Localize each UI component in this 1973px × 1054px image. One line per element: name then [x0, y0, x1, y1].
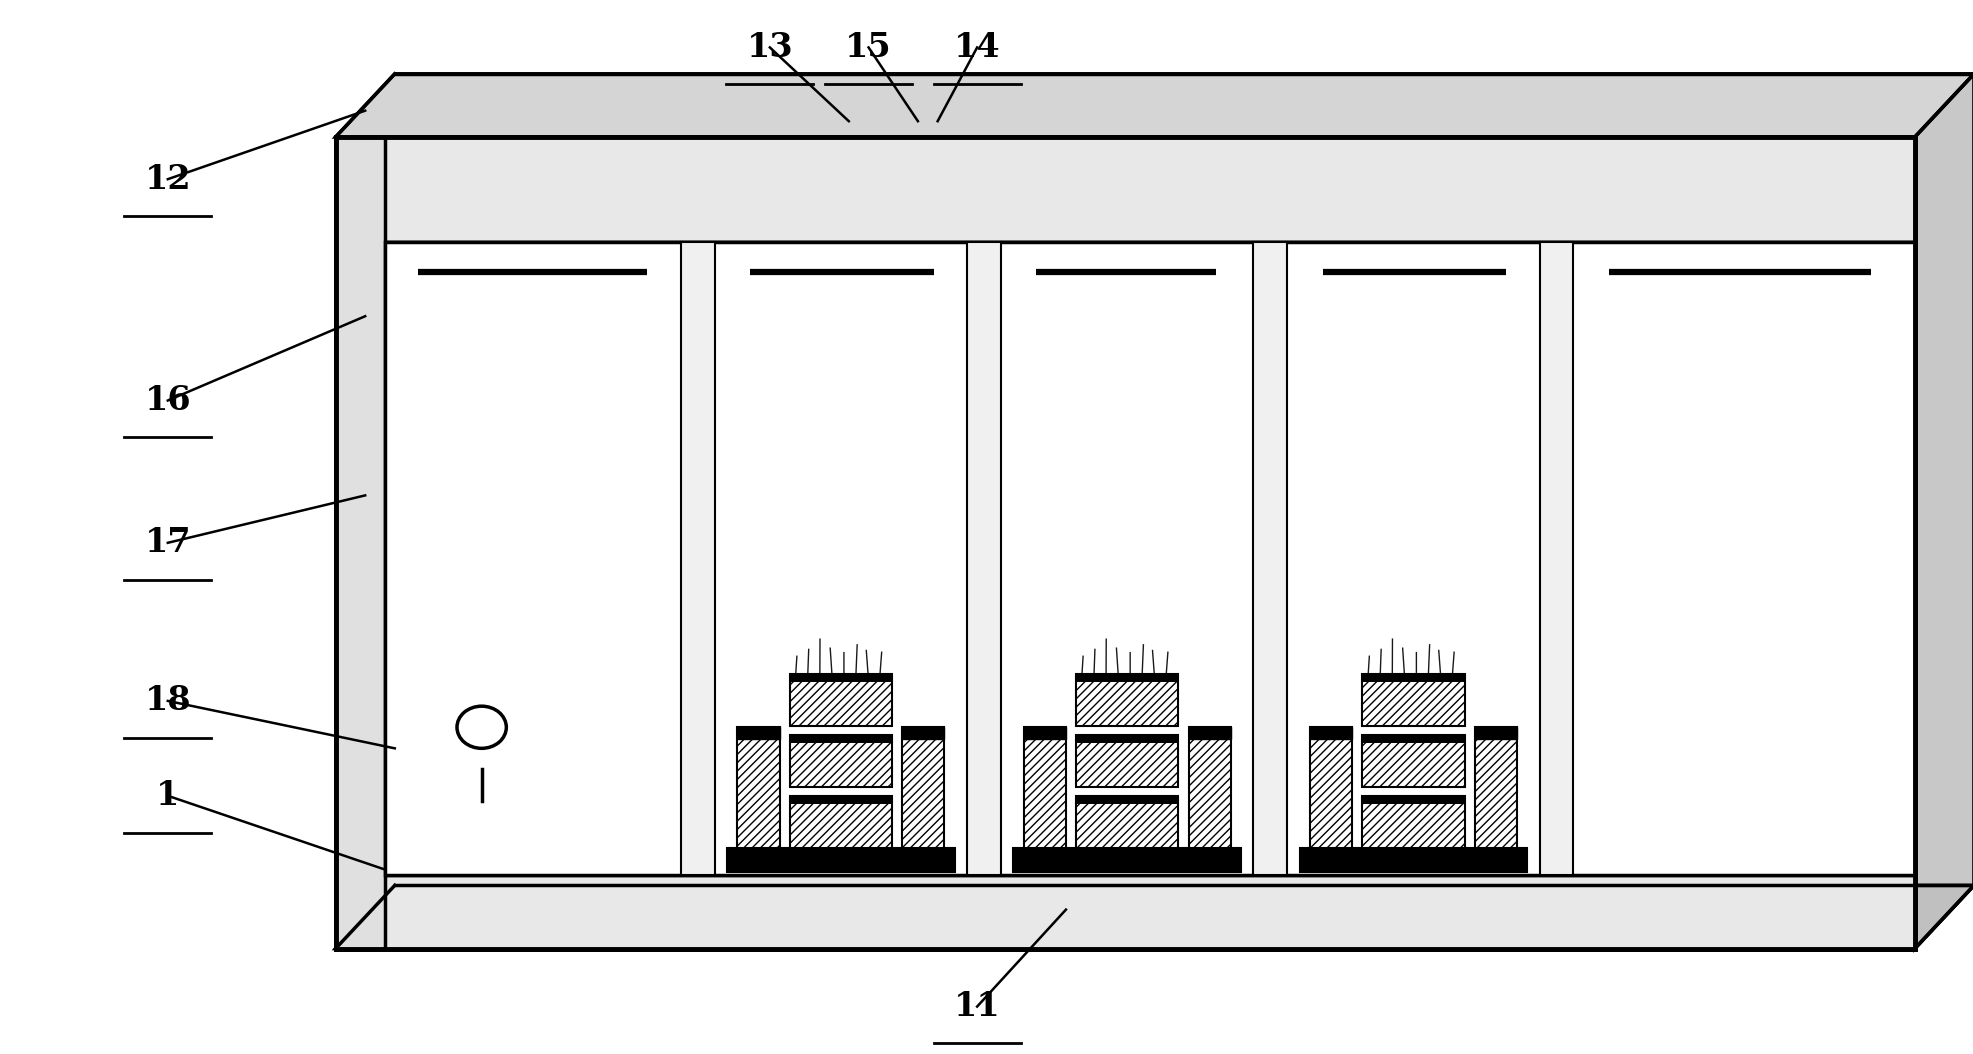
Bar [1075, 796, 1178, 848]
Bar [1012, 848, 1241, 872]
Bar [1024, 727, 1065, 740]
Bar [738, 727, 779, 848]
Bar [789, 735, 892, 787]
Polygon shape [1914, 74, 1973, 949]
Text: 13: 13 [746, 31, 793, 64]
Bar [1188, 727, 1229, 848]
Bar [1310, 727, 1352, 848]
Text: 11: 11 [953, 990, 1000, 1023]
Bar [789, 735, 892, 742]
Bar [1188, 727, 1229, 740]
Bar [789, 674, 892, 681]
Text: 1: 1 [156, 779, 180, 813]
Ellipse shape [458, 706, 505, 748]
Polygon shape [335, 875, 1914, 949]
Bar [1075, 735, 1178, 742]
Bar [902, 727, 943, 848]
Polygon shape [335, 137, 1914, 949]
Text: 15: 15 [844, 31, 892, 64]
Text: 14: 14 [953, 31, 1000, 64]
Polygon shape [385, 242, 1914, 875]
Polygon shape [335, 74, 1973, 137]
Polygon shape [967, 242, 1000, 875]
Bar [789, 796, 892, 848]
Polygon shape [681, 242, 714, 875]
Bar [902, 727, 943, 740]
Bar [1474, 727, 1515, 848]
Bar [789, 796, 892, 803]
Text: 18: 18 [144, 684, 191, 718]
Text: 16: 16 [144, 384, 191, 417]
Bar [1361, 674, 1464, 726]
Bar [1024, 727, 1065, 848]
Text: 17: 17 [144, 526, 191, 560]
Bar [1075, 796, 1178, 803]
Bar [726, 848, 955, 872]
Bar [1298, 848, 1527, 872]
Bar [738, 727, 779, 740]
Text: 12: 12 [144, 162, 191, 196]
Bar [1361, 735, 1464, 787]
Bar [1075, 674, 1178, 726]
Bar [1361, 735, 1464, 742]
Bar [1474, 727, 1515, 740]
Bar [1075, 735, 1178, 787]
Bar [1075, 674, 1178, 681]
Polygon shape [335, 137, 1914, 242]
Polygon shape [335, 137, 385, 949]
Bar [1361, 796, 1464, 848]
Polygon shape [335, 885, 1973, 949]
Polygon shape [1539, 242, 1572, 875]
Polygon shape [1253, 242, 1286, 875]
Bar [789, 674, 892, 726]
Bar [1361, 796, 1464, 803]
Bar [1361, 674, 1464, 681]
Bar [1310, 727, 1352, 740]
